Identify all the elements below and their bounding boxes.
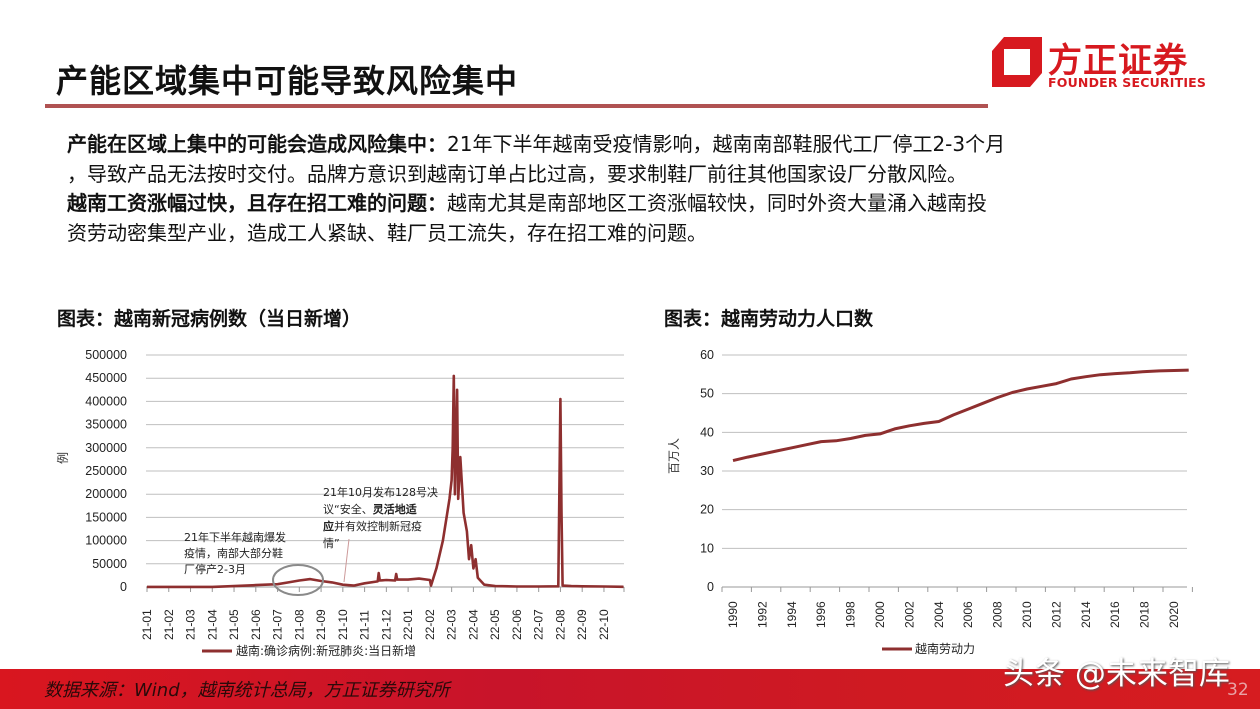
body-text: 产能在区域上集中的可能会造成风险集中：21年下半年越南受疫情影响，越南南部鞋服代… [67, 130, 1217, 248]
svg-text:议“安全、灵活地适: 议“安全、灵活地适 [323, 502, 417, 516]
covid-y-tick: 500000 [85, 348, 127, 362]
watermark: 头条 @未来智库 [1003, 656, 1230, 692]
labor-y-axis-label: 百万人 [667, 438, 681, 474]
covid-legend-label: 越南:确诊病例:新冠肺炎:当日新增 [236, 643, 416, 658]
labor-y-tick: 20 [700, 503, 714, 517]
covid-y-tick: 50000 [92, 557, 127, 571]
labor-y-tick: 60 [700, 348, 714, 362]
svg-text:情”: 情” [323, 537, 340, 550]
covid-x-tick: 22-04 [466, 609, 480, 640]
labor-y-tick: 50 [700, 387, 714, 401]
labor-x-tick: 2002 [902, 601, 916, 628]
covid-x-tick: 21-04 [205, 609, 219, 640]
labor-x-tick: 1992 [755, 601, 769, 628]
covid-x-tick: 22-07 [532, 609, 546, 640]
labor-x-tick: 2006 [961, 601, 975, 628]
footer-bar [0, 669, 1260, 709]
covid-x-tick: 21-12 [379, 609, 393, 640]
svg-text:厂停产2-3月: 厂停产2-3月 [184, 562, 246, 576]
covid-y-tick: 100000 [85, 534, 127, 548]
covid-x-tick: 22-10 [597, 609, 611, 640]
paragraph-1-heading: 产能在区域上集中的可能会造成风险集中： [67, 132, 447, 156]
covid-x-tick: 21-02 [162, 609, 176, 640]
labor-x-tick: 2014 [1079, 601, 1093, 628]
covid-x-tick: 22-03 [445, 609, 459, 640]
covid-x-tick: 21-07 [271, 609, 285, 640]
covid-x-tick: 21-11 [358, 610, 372, 640]
covid-x-tick: 21-03 [184, 609, 198, 640]
labor-x-tick: 2008 [991, 601, 1005, 628]
page-title: 产能区域集中可能导致风险集中 [56, 62, 519, 100]
labor-x-tick: 1996 [814, 601, 828, 628]
covid-series-line [147, 374, 624, 589]
covid-y-tick: 400000 [85, 394, 127, 408]
annotation-resolution-128: 21年10月发布128号决 议“安全、灵活地适 应并有效控制新冠疫 情” [323, 485, 438, 550]
paragraph-2-heading: 越南工资涨幅过快，且存在招工难的问题： [67, 191, 447, 215]
svg-text:21年下半年越南爆发: 21年下半年越南爆发 [184, 530, 286, 544]
svg-text:疫情，南部大部分鞋: 疫情，南部大部分鞋 [184, 546, 283, 560]
covid-x-tick: 21-05 [227, 609, 241, 640]
svg-text:应并有效控制新冠疫: 应并有效控制新冠疫 [323, 519, 422, 533]
labor-x-tick: 2004 [932, 601, 946, 628]
founder-logo: 方正证券 FOUNDER SECURITIES [990, 33, 1206, 93]
covid-chart-title: 图表：越南新冠病例数（当日新增） [57, 308, 362, 330]
covid-x-tick: 21-08 [292, 609, 306, 640]
page-number: 32 [1227, 680, 1249, 700]
labor-y-tick: 40 [700, 425, 714, 439]
labor-series-line [732, 368, 1189, 463]
founder-logo-icon [992, 37, 1042, 87]
covid-chart: 0 50000 100000 150000 200000 250000 300000 3500… [56, 348, 625, 658]
labor-x-tick: 2020 [1167, 601, 1181, 628]
covid-x-tick: 22-06 [510, 609, 524, 640]
labor-x-tick: 2000 [873, 601, 887, 628]
title-divider [45, 104, 988, 108]
logo-text-cn: 方正证券 [1048, 41, 1188, 81]
labor-chart: 0 10 20 30 40 50 60 1990 1992 1994 1996 1998 2000 20… [667, 348, 1193, 656]
covid-x-tick: 22-01 [401, 609, 415, 640]
covid-y-tick: 250000 [85, 464, 127, 478]
labor-x-tick: 2010 [1020, 601, 1034, 628]
highlight-ellipse [272, 564, 324, 596]
labor-chart-title: 图表：越南劳动力人口数 [664, 308, 874, 330]
covid-y-tick: 0 [120, 580, 127, 594]
labor-x-tick: 2012 [1049, 601, 1063, 628]
paragraph-1-line-2: ，导致产品无法按时交付。品牌方意识到越南订单占比过高，要求制鞋厂前往其他国家设厂… [67, 161, 967, 186]
svg-text:21年10月发布128号决: 21年10月发布128号决 [323, 485, 438, 499]
labor-x-tick: 2016 [1108, 601, 1122, 628]
paragraph-2-line-1: 越南工资涨幅过快，且存在招工难的问题：越南尤其是南部地区工资涨幅较快，同时外资大… [67, 191, 987, 215]
labor-x-tick: 2018 [1138, 601, 1152, 628]
labor-y-tick: 0 [707, 580, 714, 594]
covid-x-tick: 21-06 [249, 609, 263, 640]
labor-x-tick: 1994 [785, 601, 799, 628]
covid-x-tick: 21-01 [140, 609, 154, 640]
paragraph-1-line-1: 产能在区域上集中的可能会造成风险集中：21年下半年越南受疫情影响，越南南部鞋服代… [67, 132, 1006, 156]
labor-x-tick: 1998 [844, 601, 858, 628]
labor-y-tick: 30 [700, 464, 714, 478]
covid-x-tick: 22-09 [575, 609, 589, 640]
covid-y-tick: 450000 [85, 371, 127, 385]
logo-text-en: FOUNDER SECURITIES [1048, 75, 1207, 90]
covid-x-tick: 22-05 [488, 609, 502, 640]
covid-y-tick: 150000 [85, 510, 127, 524]
covid-y-tick: 350000 [85, 418, 127, 432]
covid-x-tick: 21-09 [314, 609, 328, 640]
labor-legend-label: 越南劳动力 [915, 641, 975, 656]
labor-y-tick: 10 [700, 541, 714, 555]
covid-y-axis-label: 例 [56, 452, 70, 464]
covid-x-tick: 22-08 [553, 609, 567, 640]
labor-x-tick: 1990 [726, 601, 740, 628]
annotation-leader-line [343, 538, 350, 583]
data-source: 数据来源：Wind，越南统计总局，方正证券研究所 [44, 680, 450, 701]
covid-x-tick: 22-02 [423, 609, 437, 640]
covid-x-tick: 21-10 [336, 609, 350, 640]
paragraph-2-line-2: 资劳动密集型产业，造成工人紧缺、鞋厂员工流失，存在招工难的问题。 [67, 220, 707, 245]
annotation-outbreak: 21年下半年越南爆发 疫情，南部大部分鞋 厂停产2-3月 [184, 530, 286, 576]
covid-y-tick: 200000 [85, 487, 127, 501]
covid-y-tick: 300000 [85, 441, 127, 455]
